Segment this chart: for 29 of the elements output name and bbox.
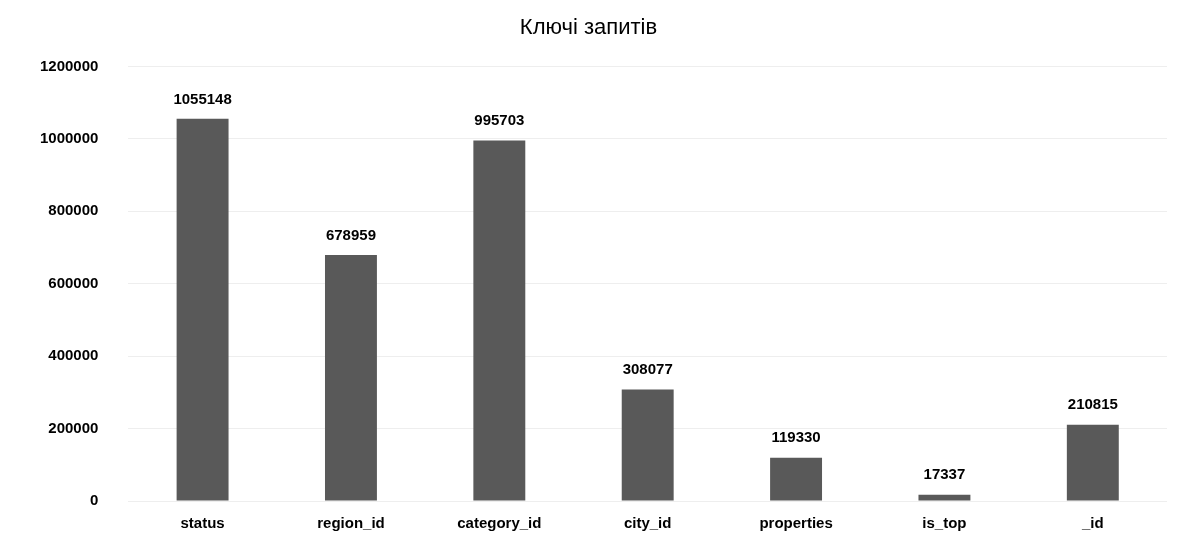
data-label: 210815 — [1067, 395, 1118, 413]
chart-title: Ключі запитів — [519, 14, 658, 40]
y-tick-label: 400000 — [48, 346, 99, 364]
y-tick-label: 1200000 — [39, 56, 99, 74]
x-tick-label: city_id — [623, 514, 672, 532]
bar — [770, 457, 823, 501]
x-tick-label: properties — [759, 514, 833, 532]
y-tick-label: 0 — [90, 491, 99, 509]
bar — [473, 140, 526, 501]
x-tick-label: region_id — [317, 514, 385, 532]
bar — [621, 389, 674, 501]
x-tick-label: status — [180, 514, 225, 532]
data-label: 995703 — [474, 111, 525, 129]
y-tick-label: 600000 — [48, 273, 99, 291]
bar — [176, 118, 229, 501]
y-tick-label: 200000 — [48, 418, 99, 436]
bar — [918, 494, 971, 501]
data-label: 119330 — [771, 428, 821, 446]
data-label: 17337 — [923, 465, 966, 483]
data-label: 1055148 — [173, 89, 232, 107]
bar — [1066, 424, 1119, 501]
x-tick-label: _id — [1080, 514, 1104, 532]
bar — [324, 255, 377, 501]
y-tick-label: 800000 — [48, 201, 99, 219]
x-tick-label: is_top — [922, 514, 967, 532]
data-label: 308077 — [622, 360, 673, 378]
data-label: 678959 — [325, 225, 376, 243]
y-tick-label: 1000000 — [39, 128, 99, 146]
x-tick-label: category_id — [457, 514, 542, 532]
